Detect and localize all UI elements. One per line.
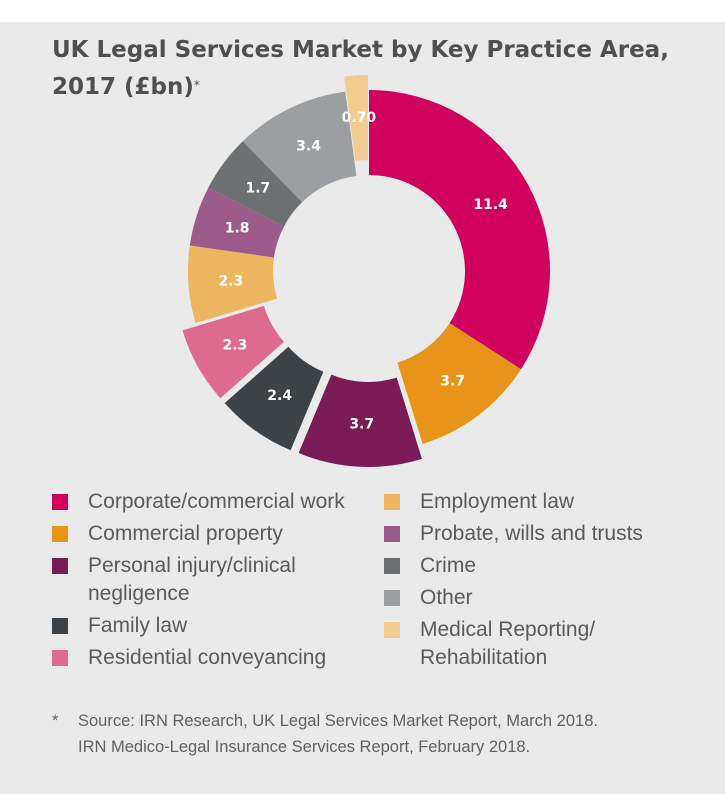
footnote-line-2: IRN Medico-Legal Insurance Services Repo…	[78, 738, 531, 756]
value-label-corporate-commercial-work: 11.4	[473, 197, 508, 213]
donut-slices	[182, 75, 551, 467]
value-label-employment-law: 2.3	[218, 273, 243, 289]
legend-label: Employment law	[420, 490, 575, 513]
legend-swatch	[52, 494, 68, 510]
value-label-commercial-property: 3.7	[440, 373, 465, 389]
legend-item-personal-injury-clinical-negligence: Personal injury/clinical negligence	[52, 552, 372, 608]
source-footnote: * Source: IRN Research, UK Legal Service…	[52, 708, 712, 760]
slice-medical-reporting-rehabilitation	[344, 75, 369, 161]
legend-label: Personal injury/clinical negligence	[88, 554, 296, 605]
legend-label: Commercial property	[88, 522, 283, 545]
slice-crime	[208, 141, 303, 227]
legend-label: Corporate/commercial work	[88, 490, 345, 513]
legend-label: Family law	[88, 614, 188, 637]
legend-label: Residential conveyancing	[88, 646, 327, 669]
slice-employment-law	[187, 245, 278, 324]
slice-commercial-property	[397, 323, 522, 444]
legend-item-probate-wills-and-trusts: Probate, wills and trusts	[384, 520, 714, 548]
value-label-crime: 1.7	[245, 180, 270, 196]
slice-other	[242, 91, 357, 203]
legend-swatch	[52, 618, 68, 634]
legend-swatch	[384, 622, 400, 638]
value-label-probate-wills-and-trusts: 1.8	[225, 221, 250, 237]
legend-swatch	[384, 590, 400, 606]
legend-label: Other	[420, 586, 473, 609]
legend-left-column: Corporate/commercial work Commercial prop…	[52, 488, 372, 676]
value-label-personal-injury-clinical-negligence: 3.7	[349, 416, 374, 432]
legend-item-corporate-commercial-work: Corporate/commercial work	[52, 488, 372, 516]
legend-item-employment-law: Employment law	[384, 488, 714, 516]
legend-right-column: Employment law Probate, wills and trusts C…	[384, 488, 714, 676]
value-label-residential-conveyancing: 2.3	[222, 338, 247, 354]
legend-item-family-law: Family law	[52, 612, 372, 640]
legend-item-medical-reporting-rehabilitation: Medical Reporting/ Rehabilitation	[384, 616, 714, 672]
legend-swatch	[384, 526, 400, 542]
legend-label: Medical Reporting/ Rehabilitation	[420, 618, 596, 669]
legend-item-commercial-property: Commercial property	[52, 520, 372, 548]
legend-label: Probate, wills and trusts	[420, 522, 643, 545]
footnote-marker: *	[52, 712, 59, 730]
chart-title: UK Legal Services Market by Key Practice…	[52, 37, 669, 100]
legend-swatch	[384, 558, 400, 574]
slice-personal-injury-clinical-negligence	[298, 374, 422, 467]
slice-residential-conveyancing	[182, 305, 284, 399]
value-label-medical-reporting-rehabilitation: 0.70	[342, 110, 377, 126]
slice-probate-wills-and-trusts	[189, 187, 284, 258]
value-label-other: 3.4	[296, 138, 321, 154]
legend-item-other: Other	[384, 584, 714, 612]
legend-swatch	[384, 494, 400, 510]
footnote-line-1: Source: IRN Research, UK Legal Services …	[78, 712, 598, 730]
slice-family-law	[224, 346, 324, 451]
legend-label: Crime	[420, 554, 476, 577]
donut-value-labels: 11.4 3.7 3.7 2.4 2.3 2.3 1.8 1.7 3.4 0.70	[218, 110, 508, 432]
title-footnote-marker: *	[193, 78, 200, 92]
legend-item-crime: Crime	[384, 552, 714, 580]
legend-item-residential-conveyancing: Residential conveyancing	[52, 644, 372, 672]
legend-swatch	[52, 526, 68, 542]
legend-swatch	[52, 650, 68, 666]
value-label-family-law: 2.4	[267, 388, 292, 404]
slice-corporate-commercial-work	[369, 90, 551, 370]
legend-swatch	[52, 558, 68, 574]
